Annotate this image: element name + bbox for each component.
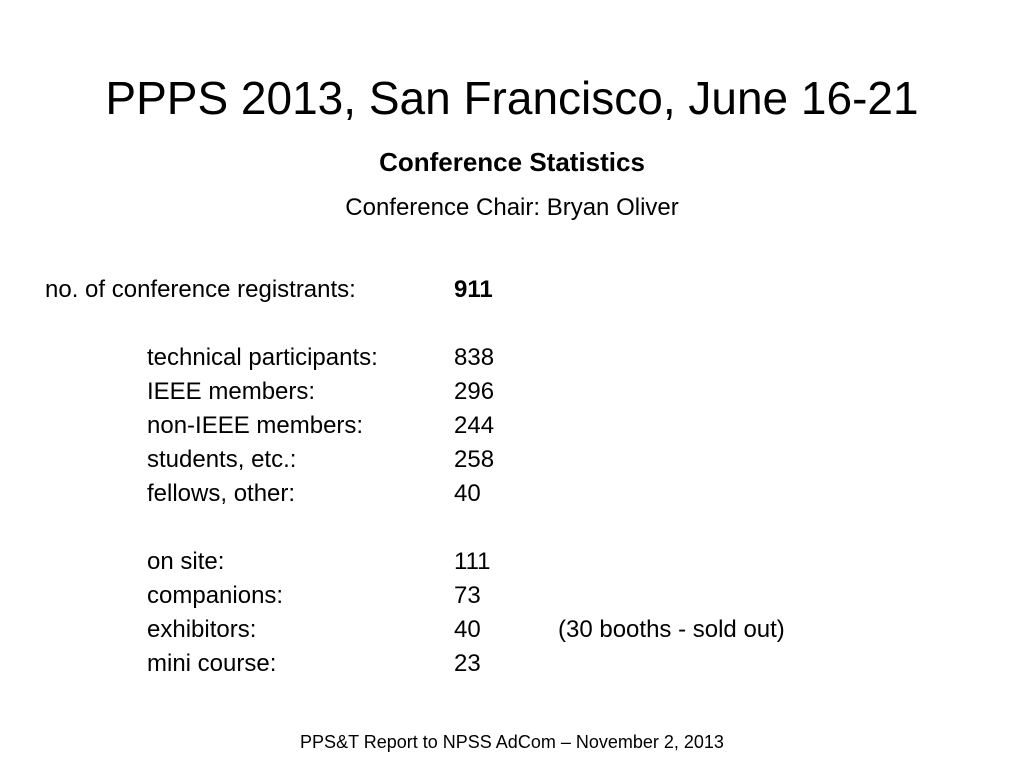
stat-label: no. of conference registrants:	[45, 276, 356, 303]
stat-label: mini course:	[147, 650, 277, 677]
slide-title: PPPS 2013, San Francisco, June 16-21	[105, 72, 919, 124]
stat-label: on site:	[147, 548, 225, 575]
stat-label: exhibitors:	[147, 616, 257, 643]
stat-label: fellows, other:	[147, 480, 296, 507]
conference-chair: Conference Chair: Bryan Oliver	[345, 194, 679, 221]
stat-label: non-IEEE members:	[147, 412, 364, 439]
stat-value: 111	[454, 548, 491, 575]
stat-value: 40	[454, 616, 481, 643]
stat-label: IEEE members:	[147, 378, 316, 405]
stat-value: 23	[454, 650, 481, 677]
stat-value: 838	[454, 344, 495, 371]
stat-note: (30 booths - sold out)	[558, 616, 785, 643]
stat-value: 40	[454, 480, 481, 507]
slide-footer: PPS&T Report to NPSS AdCom – November 2,…	[300, 732, 724, 752]
stat-label: students, etc.:	[147, 446, 297, 473]
stat-value: 296	[454, 378, 495, 405]
slide-subtitle: Conference Statistics	[379, 147, 645, 177]
stat-value: 73	[454, 582, 481, 609]
stat-value: 258	[454, 446, 495, 473]
stat-label: technical participants:	[147, 344, 378, 371]
stat-label: companions:	[147, 582, 284, 609]
stat-value: 911	[454, 276, 493, 303]
stat-value: 244	[454, 412, 495, 439]
